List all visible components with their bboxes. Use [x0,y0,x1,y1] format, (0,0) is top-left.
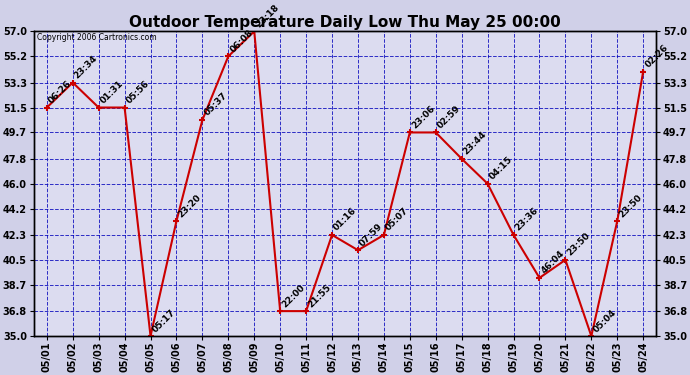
Text: 23:44: 23:44 [462,130,489,157]
Text: 23:18: 23:18 [254,3,281,29]
Title: Outdoor Temperature Daily Low Thu May 25 00:00: Outdoor Temperature Daily Low Thu May 25… [129,15,561,30]
Text: 04:15: 04:15 [488,155,514,182]
Text: 02:59: 02:59 [436,104,462,130]
Text: 07:59: 07:59 [358,221,384,248]
Text: 23:20: 23:20 [177,192,203,219]
Text: 06:08: 06:08 [228,28,255,54]
Text: 05:04: 05:04 [591,308,618,334]
Text: 05:37: 05:37 [202,91,229,118]
Text: Copyright 2006 Cartronics.com: Copyright 2006 Cartronics.com [37,33,157,42]
Text: 23:34: 23:34 [72,54,99,81]
Text: 06:26: 06:26 [47,79,73,105]
Text: 01:16: 01:16 [332,206,359,233]
Text: 22:00: 22:00 [280,283,306,309]
Text: 23:06: 23:06 [410,104,436,130]
Text: 05:56: 05:56 [125,79,151,105]
Text: 21:55: 21:55 [306,282,333,309]
Text: 05:17: 05:17 [150,308,177,334]
Text: 01:31: 01:31 [99,79,125,105]
Text: 23:50: 23:50 [618,192,644,219]
Text: 05:07: 05:07 [384,206,411,233]
Text: 23:36: 23:36 [513,206,540,233]
Text: 46:04: 46:04 [540,249,566,276]
Text: 23:50: 23:50 [565,231,592,258]
Text: 02:26: 02:26 [643,43,670,69]
